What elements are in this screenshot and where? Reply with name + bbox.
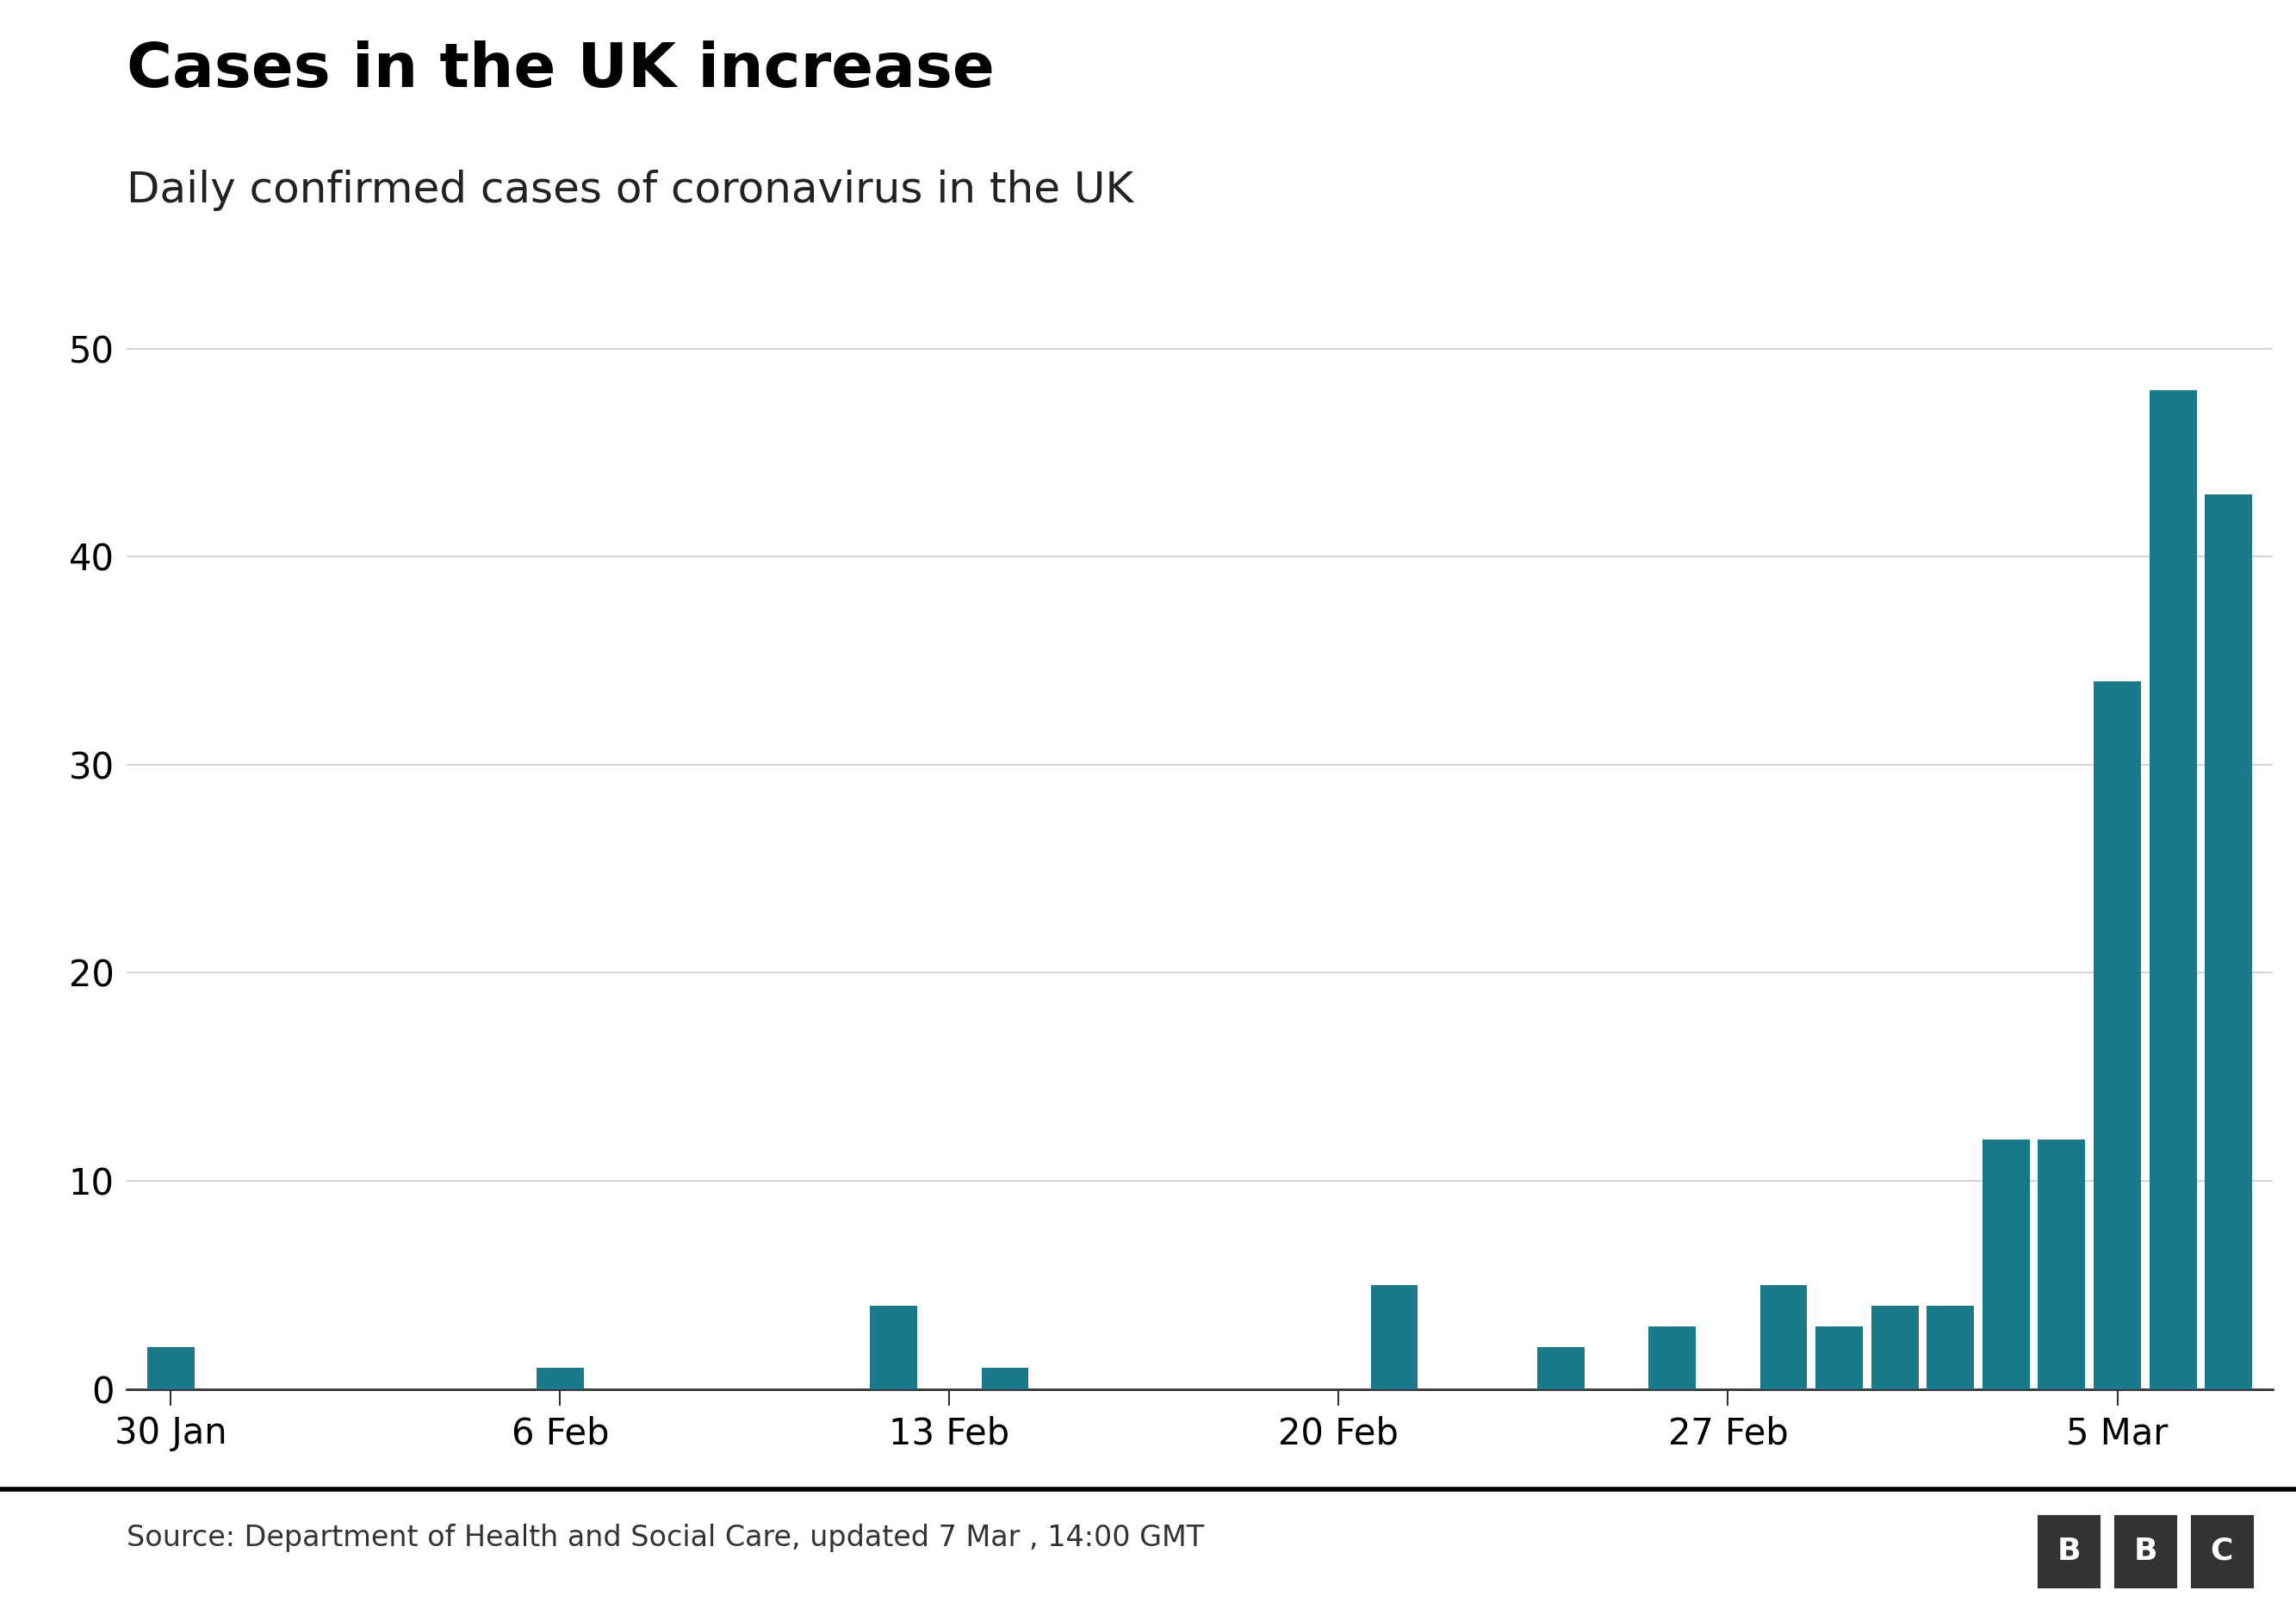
FancyBboxPatch shape [2112,1512,2179,1591]
Bar [2039,1139,2085,1389]
Bar [1649,1326,1697,1389]
Text: Source: Department of Health and Social Care, updated 7 Mar , 14:00 GMT: Source: Department of Health and Social … [126,1523,1203,1552]
Text: Cases in the UK increase: Cases in the UK increase [126,40,994,100]
Bar [2149,391,2197,1389]
Bar [1816,1326,1862,1389]
Bar [1981,1139,2030,1389]
Bar [2094,682,2140,1389]
Bar [147,1347,195,1389]
Text: C: C [2211,1536,2234,1567]
Bar [1871,1305,1919,1389]
Text: B: B [2057,1536,2080,1567]
FancyBboxPatch shape [2034,1512,2103,1591]
Bar [537,1368,583,1389]
FancyBboxPatch shape [2188,1512,2255,1591]
Bar [1926,1305,1975,1389]
Text: Daily confirmed cases of coronavirus in the UK: Daily confirmed cases of coronavirus in … [126,170,1134,212]
Text: B: B [2133,1536,2156,1567]
Bar [870,1305,918,1389]
Bar [1371,1286,1419,1389]
Bar [980,1368,1029,1389]
Bar [2204,494,2252,1389]
Bar [1538,1347,1584,1389]
Bar [1761,1286,1807,1389]
